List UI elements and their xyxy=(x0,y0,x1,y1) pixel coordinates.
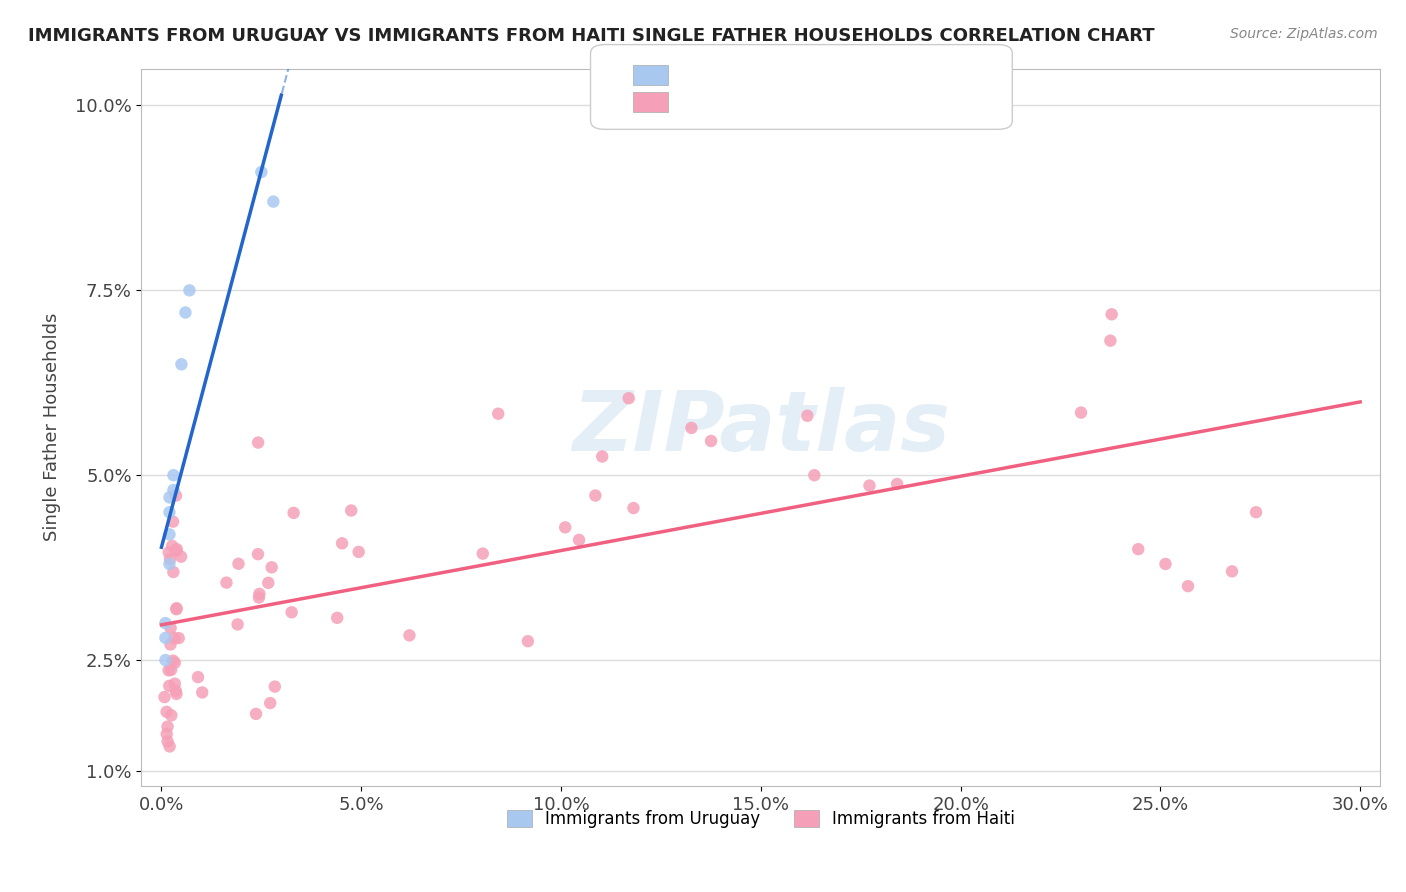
Point xyxy=(1101,307,1123,321)
Point xyxy=(247,435,270,450)
Point xyxy=(155,653,177,667)
Point xyxy=(262,194,284,209)
Text: ZIPatlas: ZIPatlas xyxy=(572,386,949,467)
Point xyxy=(162,483,184,497)
Point xyxy=(226,617,249,632)
Point xyxy=(347,545,370,559)
Point xyxy=(156,734,179,748)
Text: R = 0.185   N = 74: R = 0.185 N = 74 xyxy=(678,91,835,109)
Point xyxy=(326,611,349,625)
Point xyxy=(159,491,181,505)
Point xyxy=(157,679,180,693)
Point xyxy=(471,547,494,561)
Point xyxy=(1070,406,1092,420)
Point xyxy=(153,690,176,704)
Point xyxy=(160,708,183,723)
Point xyxy=(247,547,270,561)
Point xyxy=(280,605,302,619)
Legend: Immigrants from Uruguay, Immigrants from Haiti: Immigrants from Uruguay, Immigrants from… xyxy=(501,804,1022,835)
Point xyxy=(163,656,186,670)
Point xyxy=(165,684,187,698)
Point xyxy=(215,575,238,590)
Point xyxy=(160,663,183,677)
Point xyxy=(157,663,180,677)
Point xyxy=(1154,557,1177,571)
Point xyxy=(283,506,305,520)
Text: R = 0.585   N = 14: R = 0.585 N = 14 xyxy=(678,64,835,82)
Point xyxy=(165,544,187,558)
Point xyxy=(886,477,908,491)
Point xyxy=(398,628,420,642)
Point xyxy=(1099,334,1122,348)
Point xyxy=(162,565,184,579)
Point xyxy=(1128,542,1150,557)
Point xyxy=(174,305,197,319)
Point xyxy=(156,705,179,719)
Point xyxy=(245,706,267,721)
Point xyxy=(159,621,181,635)
Point xyxy=(228,557,250,571)
Point xyxy=(1177,579,1199,593)
Point xyxy=(263,680,285,694)
Point xyxy=(700,434,723,448)
Point xyxy=(486,407,509,421)
Point xyxy=(166,601,188,615)
Point xyxy=(159,637,181,651)
Point xyxy=(170,357,193,371)
Point xyxy=(591,450,613,464)
Point xyxy=(803,468,825,483)
Point xyxy=(260,560,283,574)
Point xyxy=(159,505,181,519)
Point xyxy=(516,634,538,648)
Point xyxy=(191,685,214,699)
Point xyxy=(259,696,281,710)
Point xyxy=(250,165,273,179)
Point xyxy=(583,489,606,503)
Point xyxy=(162,468,184,483)
Point xyxy=(162,654,184,668)
Text: Source: ZipAtlas.com: Source: ZipAtlas.com xyxy=(1230,27,1378,41)
Point xyxy=(159,527,181,541)
Point xyxy=(165,602,187,616)
Point xyxy=(157,545,180,559)
Point xyxy=(681,421,703,435)
Point xyxy=(159,552,181,566)
Point xyxy=(623,501,645,516)
Point xyxy=(1244,505,1267,519)
Point xyxy=(796,409,818,423)
Point xyxy=(247,591,270,605)
Point xyxy=(155,616,177,631)
Point xyxy=(163,676,186,690)
Point xyxy=(554,520,576,534)
Point xyxy=(156,720,179,734)
Point xyxy=(249,587,271,601)
Point xyxy=(160,539,183,553)
Point xyxy=(340,503,363,517)
Point xyxy=(165,489,187,503)
Point xyxy=(167,631,190,645)
Point xyxy=(617,391,640,405)
Point xyxy=(858,478,880,492)
Point xyxy=(166,542,188,557)
Point xyxy=(1220,565,1243,579)
Point xyxy=(155,631,177,645)
Point xyxy=(159,739,181,754)
Point xyxy=(166,687,188,701)
Text: IMMIGRANTS FROM URUGUAY VS IMMIGRANTS FROM HAITI SINGLE FATHER HOUSEHOLDS CORREL: IMMIGRANTS FROM URUGUAY VS IMMIGRANTS FR… xyxy=(28,27,1154,45)
Point xyxy=(179,284,201,298)
Point xyxy=(257,575,280,590)
Point xyxy=(162,515,184,529)
Point xyxy=(568,533,591,547)
Point xyxy=(159,557,181,571)
Y-axis label: Single Father Households: Single Father Households xyxy=(44,313,60,541)
Point xyxy=(330,536,353,550)
Point xyxy=(187,670,209,684)
Point xyxy=(163,631,186,645)
Point xyxy=(170,549,193,564)
Point xyxy=(156,727,179,741)
